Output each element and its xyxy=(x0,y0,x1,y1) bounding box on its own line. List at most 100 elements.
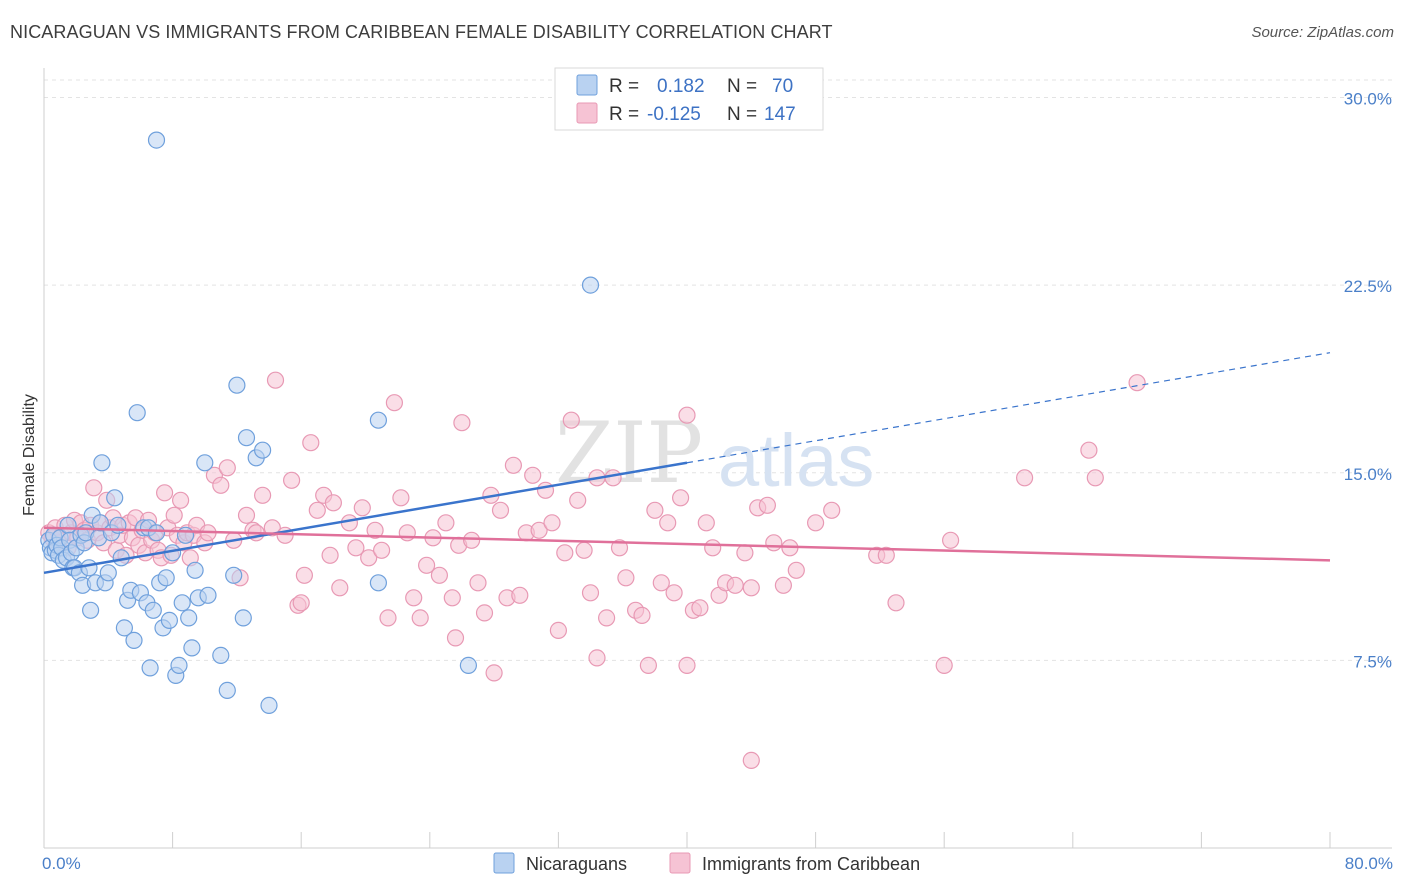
y-tick-label: 22.5% xyxy=(1344,277,1392,296)
series-label-caribbean: Immigrants from Caribbean xyxy=(702,854,920,874)
point-caribbean xyxy=(765,534,783,552)
point-caribbean xyxy=(1086,469,1104,487)
point-caribbean xyxy=(475,604,494,622)
point-caribbean xyxy=(617,569,635,587)
y-tick-label: 15.0% xyxy=(1344,465,1392,484)
point-caribbean xyxy=(237,506,256,524)
legend-n-label: N = xyxy=(727,76,757,97)
point-caribbean xyxy=(530,521,548,539)
point-caribbean xyxy=(604,469,622,487)
point-caribbean xyxy=(156,484,174,502)
point-caribbean xyxy=(597,609,616,627)
point-caribbean xyxy=(678,406,696,424)
point-caribbean xyxy=(588,649,606,667)
point-caribbean xyxy=(302,434,320,452)
point-nicaraguans xyxy=(141,659,159,677)
trend-line-nicaraguans xyxy=(43,461,688,575)
point-nicaraguans xyxy=(115,619,134,637)
point-caribbean xyxy=(806,514,825,532)
point-caribbean xyxy=(485,664,503,682)
point-caribbean xyxy=(321,546,339,564)
point-caribbean xyxy=(411,609,429,627)
point-caribbean xyxy=(742,579,760,597)
point-caribbean xyxy=(366,521,384,539)
watermark-atlas: atlas xyxy=(718,419,874,502)
point-caribbean xyxy=(787,561,805,579)
series-legend: Nicaraguans Immigrants from Caribbean xyxy=(493,852,920,874)
point-nicaraguans xyxy=(186,561,204,579)
point-caribbean xyxy=(877,546,895,564)
point-caribbean xyxy=(646,501,664,519)
point-nicaraguans xyxy=(80,559,98,577)
series-swatch-caribbean xyxy=(669,852,691,874)
point-caribbean xyxy=(704,539,722,557)
point-nicaraguans xyxy=(196,454,214,472)
x-tick-label-min: 0.0% xyxy=(42,854,81,873)
point-nicaraguans xyxy=(176,526,195,544)
point-nicaraguans xyxy=(212,646,230,665)
point-nicaraguans xyxy=(128,404,146,422)
point-caribbean xyxy=(295,566,313,584)
point-caribbean xyxy=(736,544,754,562)
point-caribbean xyxy=(941,531,960,549)
point-nicaraguans xyxy=(218,681,236,700)
point-nicaraguans xyxy=(581,276,600,294)
data-points xyxy=(40,131,1146,770)
point-caribbean xyxy=(556,544,574,562)
point-nicaraguans xyxy=(93,454,111,472)
point-nicaraguans xyxy=(260,696,278,715)
point-nicaraguans xyxy=(160,611,178,630)
point-caribbean xyxy=(437,514,455,532)
point-caribbean xyxy=(340,514,358,532)
correlation-legend: R = 0.182 N = 70 R = -0.125 N = 147 xyxy=(554,67,824,131)
point-nicaraguans xyxy=(125,631,143,650)
point-caribbean xyxy=(562,411,580,429)
point-caribbean xyxy=(774,576,793,594)
y-axis-label: Female Disability xyxy=(21,394,38,516)
point-nicaraguans xyxy=(99,564,117,582)
point-caribbean xyxy=(491,501,510,519)
point-nicaraguans xyxy=(147,131,166,149)
point-caribbean xyxy=(172,491,190,509)
point-nicaraguans xyxy=(144,601,162,619)
point-nicaraguans xyxy=(180,609,198,627)
point-caribbean xyxy=(379,609,397,627)
point-caribbean xyxy=(524,466,542,484)
point-caribbean xyxy=(671,489,690,507)
point-caribbean xyxy=(266,371,285,389)
point-caribbean xyxy=(823,501,841,519)
point-caribbean xyxy=(543,514,561,532)
point-caribbean xyxy=(373,541,391,559)
y-tick-label: 7.5% xyxy=(1353,652,1392,671)
point-caribbean xyxy=(575,541,593,559)
point-nicaraguans xyxy=(459,656,477,675)
legend-r-label: R = xyxy=(609,76,639,97)
point-nicaraguans xyxy=(199,586,217,604)
trend-line-caribbean xyxy=(43,526,1331,562)
legend-r-value: -0.125 xyxy=(647,104,701,125)
point-caribbean xyxy=(726,576,744,594)
legend-r-value: 0.182 xyxy=(657,76,705,97)
point-caribbean xyxy=(469,574,487,592)
point-caribbean xyxy=(633,606,651,625)
legend-swatch-caribbean xyxy=(576,102,598,124)
point-nicaraguans xyxy=(106,489,124,507)
point-caribbean xyxy=(405,589,423,607)
point-nicaraguans xyxy=(91,514,109,532)
point-caribbean xyxy=(385,394,403,412)
point-caribbean xyxy=(218,459,236,477)
series-swatch-nicaraguans xyxy=(493,852,515,874)
point-caribbean xyxy=(446,629,465,647)
point-caribbean xyxy=(443,589,461,607)
point-caribbean xyxy=(463,531,481,549)
point-caribbean xyxy=(678,656,696,675)
point-caribbean xyxy=(697,514,715,532)
point-caribbean xyxy=(331,579,349,597)
point-nicaraguans xyxy=(183,639,201,657)
point-caribbean xyxy=(1080,441,1098,459)
point-caribbean xyxy=(292,594,310,612)
point-nicaraguans xyxy=(81,601,100,619)
x-tick-labels: 0.0% 80.0% xyxy=(42,854,1393,873)
point-caribbean xyxy=(430,566,448,584)
point-nicaraguans xyxy=(173,594,191,612)
